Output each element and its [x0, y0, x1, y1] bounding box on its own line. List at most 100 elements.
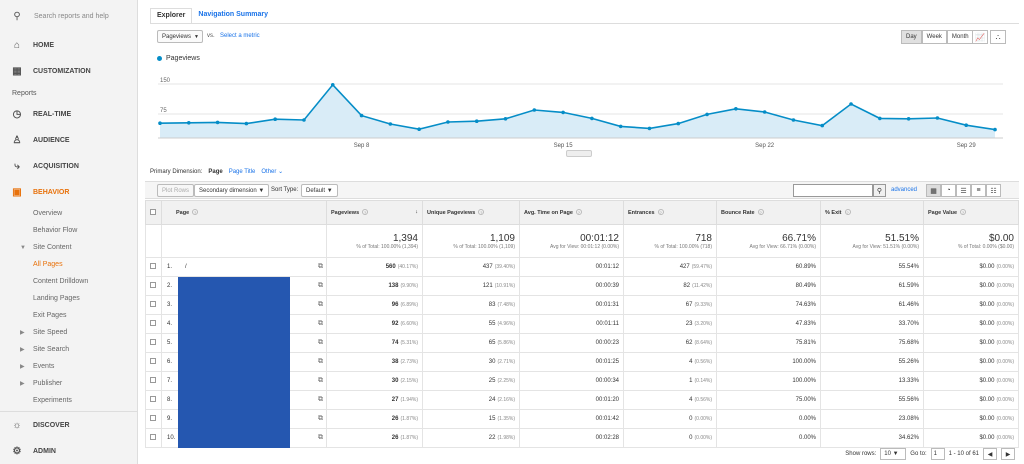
row-checkbox[interactable] — [150, 301, 156, 307]
page-cell[interactable]: 10. ⧉ — [161, 428, 327, 448]
line-chart-icon[interactable]: 📈 — [972, 30, 988, 44]
data-point[interactable] — [359, 113, 364, 118]
data-point[interactable] — [474, 119, 479, 123]
data-point[interactable] — [446, 120, 450, 124]
page-cell[interactable]: 4. ⧉ — [161, 314, 327, 334]
dimension-page[interactable]: Page — [208, 168, 223, 175]
data-point[interactable] — [906, 117, 911, 121]
motion-chart-icon[interactable]: ∴ — [990, 30, 1006, 44]
open-link-icon[interactable]: ⧉ — [318, 377, 323, 384]
help-icon[interactable]: ? — [757, 209, 764, 215]
page-cell[interactable]: 2. ⧉ — [161, 276, 327, 296]
data-point[interactable] — [647, 126, 652, 131]
sort-type-dropdown[interactable]: Default ▼ — [301, 184, 338, 197]
data-point[interactable] — [734, 107, 738, 111]
data-point[interactable] — [215, 120, 220, 125]
data-point[interactable] — [590, 116, 594, 121]
sidebar-item-all-pages[interactable]: All Pages — [33, 261, 63, 268]
data-point[interactable] — [762, 110, 767, 114]
sidebar-item-content-drilldown[interactable]: Content Drilldown — [33, 278, 89, 285]
sidebar-item-realtime[interactable]: ◷ REAL-TIME — [0, 101, 137, 127]
dimension-other[interactable]: Other ⌄ — [261, 168, 283, 175]
sidebar-item-customization[interactable]: ▦ CUSTOMIZATION — [0, 58, 137, 84]
goto-input[interactable]: 1 — [930, 448, 945, 460]
open-link-icon[interactable]: ⧉ — [318, 396, 323, 403]
next-page-icon[interactable]: ▶ — [1001, 448, 1015, 460]
sidebar-search[interactable]: ⚲ Search reports and help — [0, 0, 137, 32]
data-point[interactable] — [158, 121, 162, 125]
row-checkbox[interactable] — [150, 320, 156, 326]
chart-resize-handle[interactable] — [566, 150, 592, 157]
header-exit[interactable]: % Exit? — [820, 200, 924, 225]
data-point[interactable] — [330, 83, 335, 87]
sidebar-item-acquisition[interactable]: ⤷ ACQUISITION — [0, 153, 137, 179]
table-search-input[interactable] — [793, 184, 873, 197]
prev-page-icon[interactable]: ◀ — [983, 448, 997, 460]
data-point[interactable] — [878, 116, 882, 121]
header-page-value[interactable]: Page Value? — [923, 200, 1019, 225]
header-unique-pageviews[interactable]: Unique Pageviews? — [422, 200, 520, 225]
help-icon[interactable]: ? — [362, 209, 369, 215]
row-checkbox[interactable] — [150, 339, 156, 345]
pie-view-icon[interactable]: ◔ — [941, 184, 956, 197]
data-point[interactable] — [676, 121, 681, 126]
sidebar-item-publisher[interactable]: ▶ Publisher — [0, 375, 137, 392]
data-point[interactable] — [791, 118, 796, 122]
open-link-icon[interactable]: ⧉ — [318, 415, 323, 422]
sidebar-item-admin[interactable]: ⚙ ADMIN — [0, 438, 138, 464]
row-checkbox[interactable] — [150, 263, 156, 269]
day-button[interactable]: Day — [901, 30, 922, 44]
row-checkbox[interactable] — [150, 396, 156, 402]
help-icon[interactable]: ? — [575, 209, 582, 215]
data-point[interactable] — [705, 112, 709, 117]
sidebar-item-site-content[interactable]: ▼ Site Content — [0, 239, 137, 256]
data-point[interactable] — [561, 110, 565, 115]
tab-navigation-summary[interactable]: Navigation Summary — [192, 8, 275, 24]
open-link-icon[interactable]: ⧉ — [318, 320, 323, 327]
help-icon[interactable]: ? — [478, 209, 485, 215]
advanced-link[interactable]: advanced — [891, 187, 918, 193]
header-page[interactable]: Page? — [161, 200, 327, 225]
show-rows-select[interactable]: 10 ▼ — [880, 448, 907, 460]
sidebar-item-behavior[interactable]: ▣ BEHAVIOR — [0, 179, 137, 205]
table-view-icon[interactable]: ▦ — [926, 184, 941, 197]
sidebar-item-behavior-flow[interactable]: Behavior Flow — [33, 227, 78, 234]
open-link-icon[interactable]: ⧉ — [318, 358, 323, 365]
tab-explorer[interactable]: Explorer — [150, 8, 193, 24]
header-pageviews[interactable]: Pageviews? ↓ — [326, 200, 423, 225]
page-cell[interactable]: 6. ⧉ — [161, 352, 327, 372]
pivot-view-icon[interactable]: ☷ — [986, 184, 1001, 197]
row-checkbox[interactable] — [150, 358, 156, 364]
select-metric-link[interactable]: Select a metric — [220, 33, 260, 39]
data-point[interactable] — [244, 121, 249, 126]
data-point[interactable] — [618, 124, 623, 129]
data-point[interactable] — [532, 108, 537, 112]
header-bounce-rate[interactable]: Bounce Rate? — [716, 200, 821, 225]
help-icon[interactable]: ? — [192, 209, 199, 215]
open-link-icon[interactable]: ⧉ — [318, 301, 323, 308]
search-icon[interactable]: ⚲ — [873, 184, 886, 197]
sidebar-item-site-search[interactable]: ▶ Site Search — [0, 341, 137, 358]
help-icon[interactable]: ? — [657, 209, 664, 215]
page-cell[interactable]: 3. ⧉ — [161, 295, 327, 315]
help-icon[interactable]: ? — [844, 209, 851, 215]
data-point[interactable] — [820, 123, 825, 128]
page-cell[interactable]: 8. ⧉ — [161, 390, 327, 410]
secondary-dimension-dropdown[interactable]: Secondary dimension ▼ — [194, 184, 270, 197]
sidebar-item-experiments[interactable]: Experiments — [33, 397, 72, 404]
sidebar-item-events[interactable]: ▶ Events — [0, 358, 137, 375]
header-avg-time[interactable]: Avg. Time on Page? — [519, 200, 624, 225]
sidebar-item-discover[interactable]: ☼ DISCOVER — [0, 412, 138, 438]
page-path[interactable]: / — [185, 264, 187, 270]
select-all-checkbox[interactable] — [150, 208, 156, 215]
data-point[interactable] — [503, 117, 508, 121]
month-button[interactable]: Month — [946, 30, 974, 44]
sidebar-item-exit-pages[interactable]: Exit Pages — [33, 312, 67, 319]
data-point[interactable] — [964, 123, 969, 127]
data-point[interactable] — [935, 116, 940, 120]
page-cell[interactable]: 9. ⧉ — [161, 409, 327, 429]
plot-rows-button[interactable]: Plot Rows — [157, 184, 195, 197]
metric-dropdown[interactable]: Pageviews ▼ — [157, 30, 203, 43]
help-icon[interactable]: ? — [960, 209, 967, 215]
sidebar-item-home[interactable]: ⌂ HOME — [0, 32, 137, 58]
